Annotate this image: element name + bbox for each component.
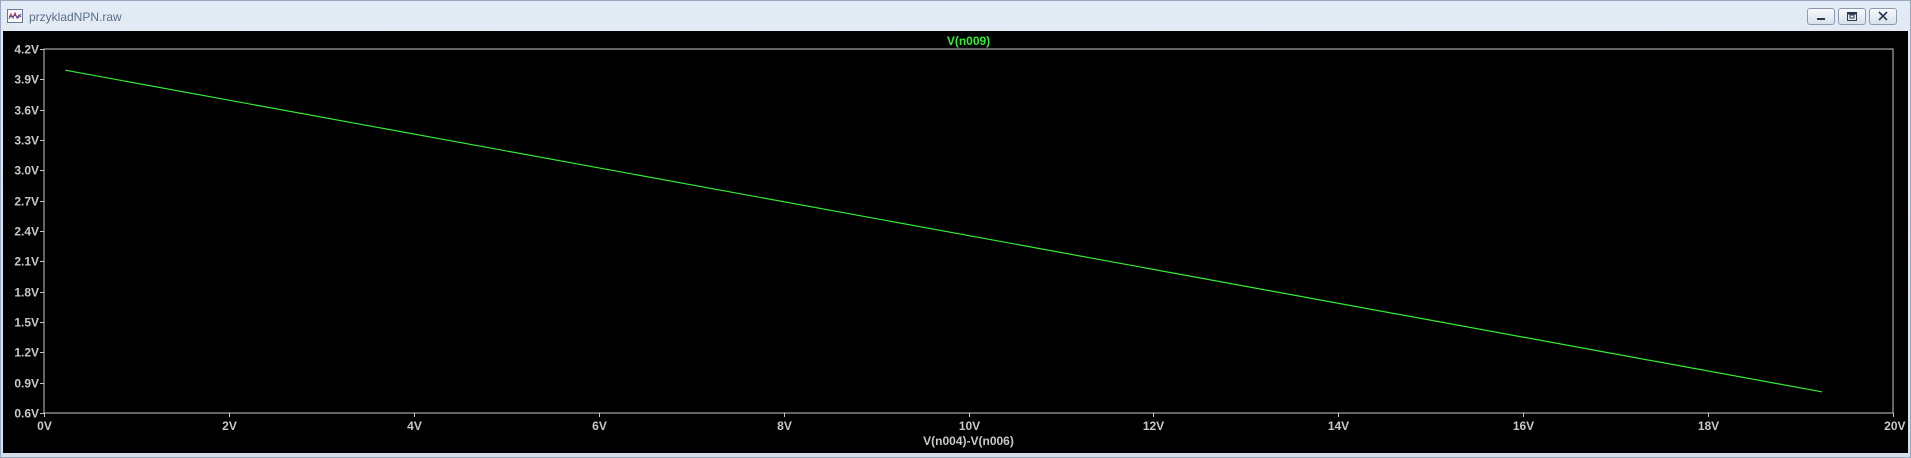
y-tick-label: 2.1V — [14, 255, 39, 269]
x-axis-label: V(n004)-V(n006) — [923, 434, 1014, 448]
y-tick-label: 0.9V — [14, 377, 39, 391]
restore-button[interactable] — [1838, 8, 1866, 25]
plot-border — [43, 48, 1894, 414]
title-bar[interactable]: przykladNPN.raw — [1, 1, 1910, 31]
x-tick-label: 12V — [1143, 419, 1164, 433]
y-tick-label: 1.8V — [14, 286, 39, 300]
x-tick-label: 8V — [777, 419, 792, 433]
waveform-plot[interactable]: 4.2V 3.9V 3.6V 3.3V 3.0V 2.7V 2.4V 2.1V 1.8V 1.5V… — [3, 31, 1908, 453]
close-button[interactable] — [1869, 8, 1897, 25]
x-tick-label: 2V — [222, 419, 237, 433]
plot-area[interactable]: 4.2V 3.9V 3.6V 3.3V 3.0V 2.7V 2.4V 2.1V 1.8V 1.5V… — [3, 31, 1908, 453]
y-tick-label: 3.3V — [14, 134, 39, 148]
y-tick-label: 3.0V — [14, 164, 39, 178]
x-tick-label: 20V — [1884, 419, 1905, 433]
x-tick-label: 10V — [959, 419, 980, 433]
y-tick-label: 3.9V — [14, 73, 39, 87]
x-tick-label: 14V — [1328, 419, 1349, 433]
close-icon — [1878, 11, 1888, 21]
y-tick-label: 4.2V — [14, 43, 39, 57]
y-tick-label: 2.7V — [14, 195, 39, 209]
y-tick-label: 2.4V — [14, 225, 39, 239]
x-tick-label: 4V — [407, 419, 422, 433]
x-tick-label: 16V — [1513, 419, 1534, 433]
minimize-button[interactable] — [1807, 8, 1835, 25]
x-tick-label: 18V — [1698, 419, 1719, 433]
restore-icon — [1847, 12, 1857, 21]
x-tick-label: 6V — [592, 419, 607, 433]
waveform-icon — [7, 9, 23, 23]
trace-title: V(n009) — [947, 34, 990, 48]
window-title: przykladNPN.raw — [29, 10, 122, 24]
series-line — [65, 69, 1822, 393]
minimize-icon — [1817, 18, 1825, 20]
x-tick-label: 0V — [37, 419, 52, 433]
y-tick-label: 3.6V — [14, 104, 39, 118]
y-tick-label: 1.5V — [14, 316, 39, 330]
y-tick-label: 0.6V — [14, 407, 39, 421]
y-tick-label: 1.2V — [14, 346, 39, 360]
